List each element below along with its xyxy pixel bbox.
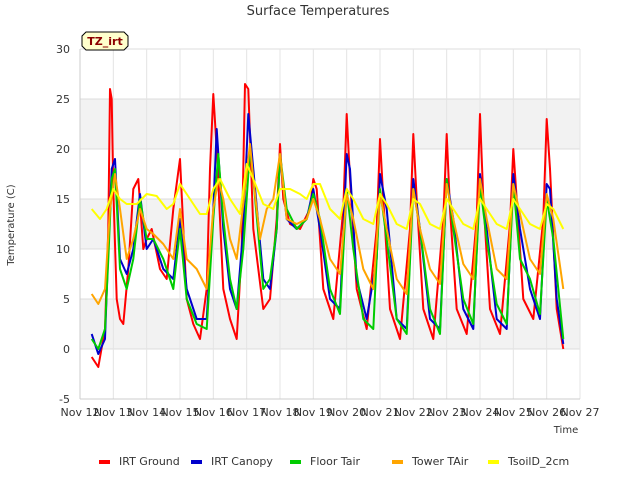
y-tick-label: 30 bbox=[56, 43, 70, 56]
legend-label-irt-canopy: IRT Canopy bbox=[211, 455, 273, 468]
grid-band bbox=[80, 99, 580, 149]
series-line-irt-ground bbox=[90, 83, 565, 368]
y-tick-label: 20 bbox=[56, 143, 70, 156]
x-tick-label: Nov 26 bbox=[527, 406, 566, 419]
legend: IRT Ground IRT Canopy Floor Tair Tower TAir… bbox=[99, 455, 569, 468]
series-line-floor-tair bbox=[90, 148, 565, 350]
y-tick-label: -5 bbox=[59, 393, 70, 406]
legend-label-irt-ground: IRT Ground bbox=[119, 455, 180, 468]
x-tick-label: Nov 20 bbox=[327, 406, 366, 419]
y-tick-label: 0 bbox=[63, 343, 70, 356]
legend-label-floor-tair: Floor Tair bbox=[310, 455, 361, 468]
chart-title: Surface Temperatures bbox=[247, 4, 390, 19]
legend-label-tower-tair: Tower TAir bbox=[411, 455, 469, 468]
y-tick-label: 25 bbox=[56, 93, 70, 106]
x-tick-label: Nov 27 bbox=[561, 406, 600, 419]
dataset-badge: TZ_irt bbox=[81, 31, 129, 51]
plot-area bbox=[79, 48, 581, 400]
x-tick-label: Nov 21 bbox=[361, 406, 400, 419]
series-line-tsoild-2cm bbox=[90, 163, 565, 230]
x-tick-label: Nov 25 bbox=[494, 406, 533, 419]
x-tick-label: Nov 12 bbox=[61, 406, 100, 419]
x-tick-label: Nov 23 bbox=[427, 406, 466, 419]
x-tick-label: Nov 18 bbox=[261, 406, 300, 419]
y-tick-label: 5 bbox=[63, 293, 70, 306]
y-axis-label: Temperature (C) bbox=[6, 184, 17, 266]
x-axis-label: Time bbox=[553, 425, 578, 436]
badge-box bbox=[81, 31, 129, 51]
legend-label-tsoild-2cm: TsoilD_2cm bbox=[507, 455, 569, 468]
x-tick-label: Nov 19 bbox=[294, 406, 333, 419]
x-tick-label: Nov 13 bbox=[94, 406, 133, 419]
x-tick-label: Nov 14 bbox=[127, 406, 166, 419]
x-tick-label: Nov 16 bbox=[194, 406, 233, 419]
x-tick-label: Nov 22 bbox=[394, 406, 433, 419]
badge-label: TZ_irt bbox=[87, 35, 122, 48]
x-tick-label: Nov 17 bbox=[227, 406, 266, 419]
y-tick-label: 10 bbox=[56, 243, 70, 256]
series-layer bbox=[90, 83, 565, 368]
x-tick-label: Nov 24 bbox=[461, 406, 500, 419]
x-tick-label: Nov 15 bbox=[161, 406, 200, 419]
y-tick-label: 15 bbox=[56, 193, 70, 206]
